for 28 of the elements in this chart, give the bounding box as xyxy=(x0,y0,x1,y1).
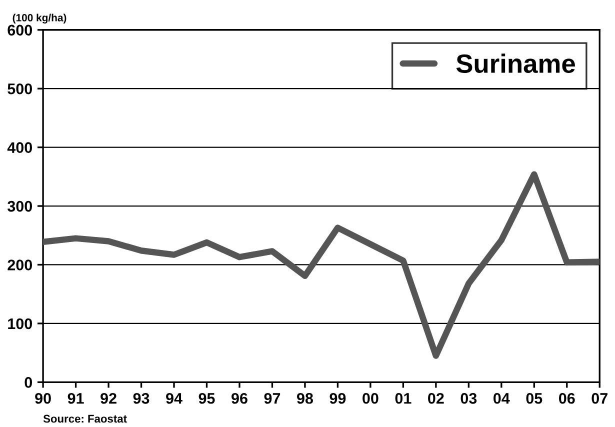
x-tick-label: 01 xyxy=(395,392,412,404)
x-tick-label: 02 xyxy=(428,392,444,404)
x-tick-label: 91 xyxy=(68,392,84,404)
x-tick-label: 92 xyxy=(100,392,116,404)
x-tick-label: 00 xyxy=(362,392,378,404)
y-tick-label: 500 xyxy=(8,83,32,94)
legend-label: Suriname xyxy=(456,54,575,74)
x-tick-label: 99 xyxy=(330,392,346,404)
x-tick-label: 94 xyxy=(166,392,182,404)
y-tick-label: 200 xyxy=(8,260,32,270)
x-tick-label: 98 xyxy=(297,392,313,404)
x-tick-label: 96 xyxy=(232,392,248,404)
x-tick-label: 07 xyxy=(592,392,608,404)
y-axis-title: (100 kg/ha) xyxy=(12,14,66,24)
y-tick-label: 0 xyxy=(24,377,32,388)
y-tick-label: 300 xyxy=(7,200,32,212)
x-tick-label: 04 xyxy=(494,392,510,404)
x-tick-label: 97 xyxy=(264,392,280,404)
y-tick-label: 100 xyxy=(8,318,32,330)
source-note: Source: Faostat xyxy=(43,414,127,423)
x-tick-label: 03 xyxy=(460,392,477,404)
x-tick-label: 90 xyxy=(35,392,51,404)
y-tick-label: 400 xyxy=(7,142,32,153)
x-tick-label: 93 xyxy=(133,392,150,404)
y-tick-label: 600 xyxy=(8,24,32,36)
x-tick-label: 06 xyxy=(558,392,575,404)
x-tick-label: 05 xyxy=(526,392,542,404)
x-tick-label: 95 xyxy=(198,392,215,404)
